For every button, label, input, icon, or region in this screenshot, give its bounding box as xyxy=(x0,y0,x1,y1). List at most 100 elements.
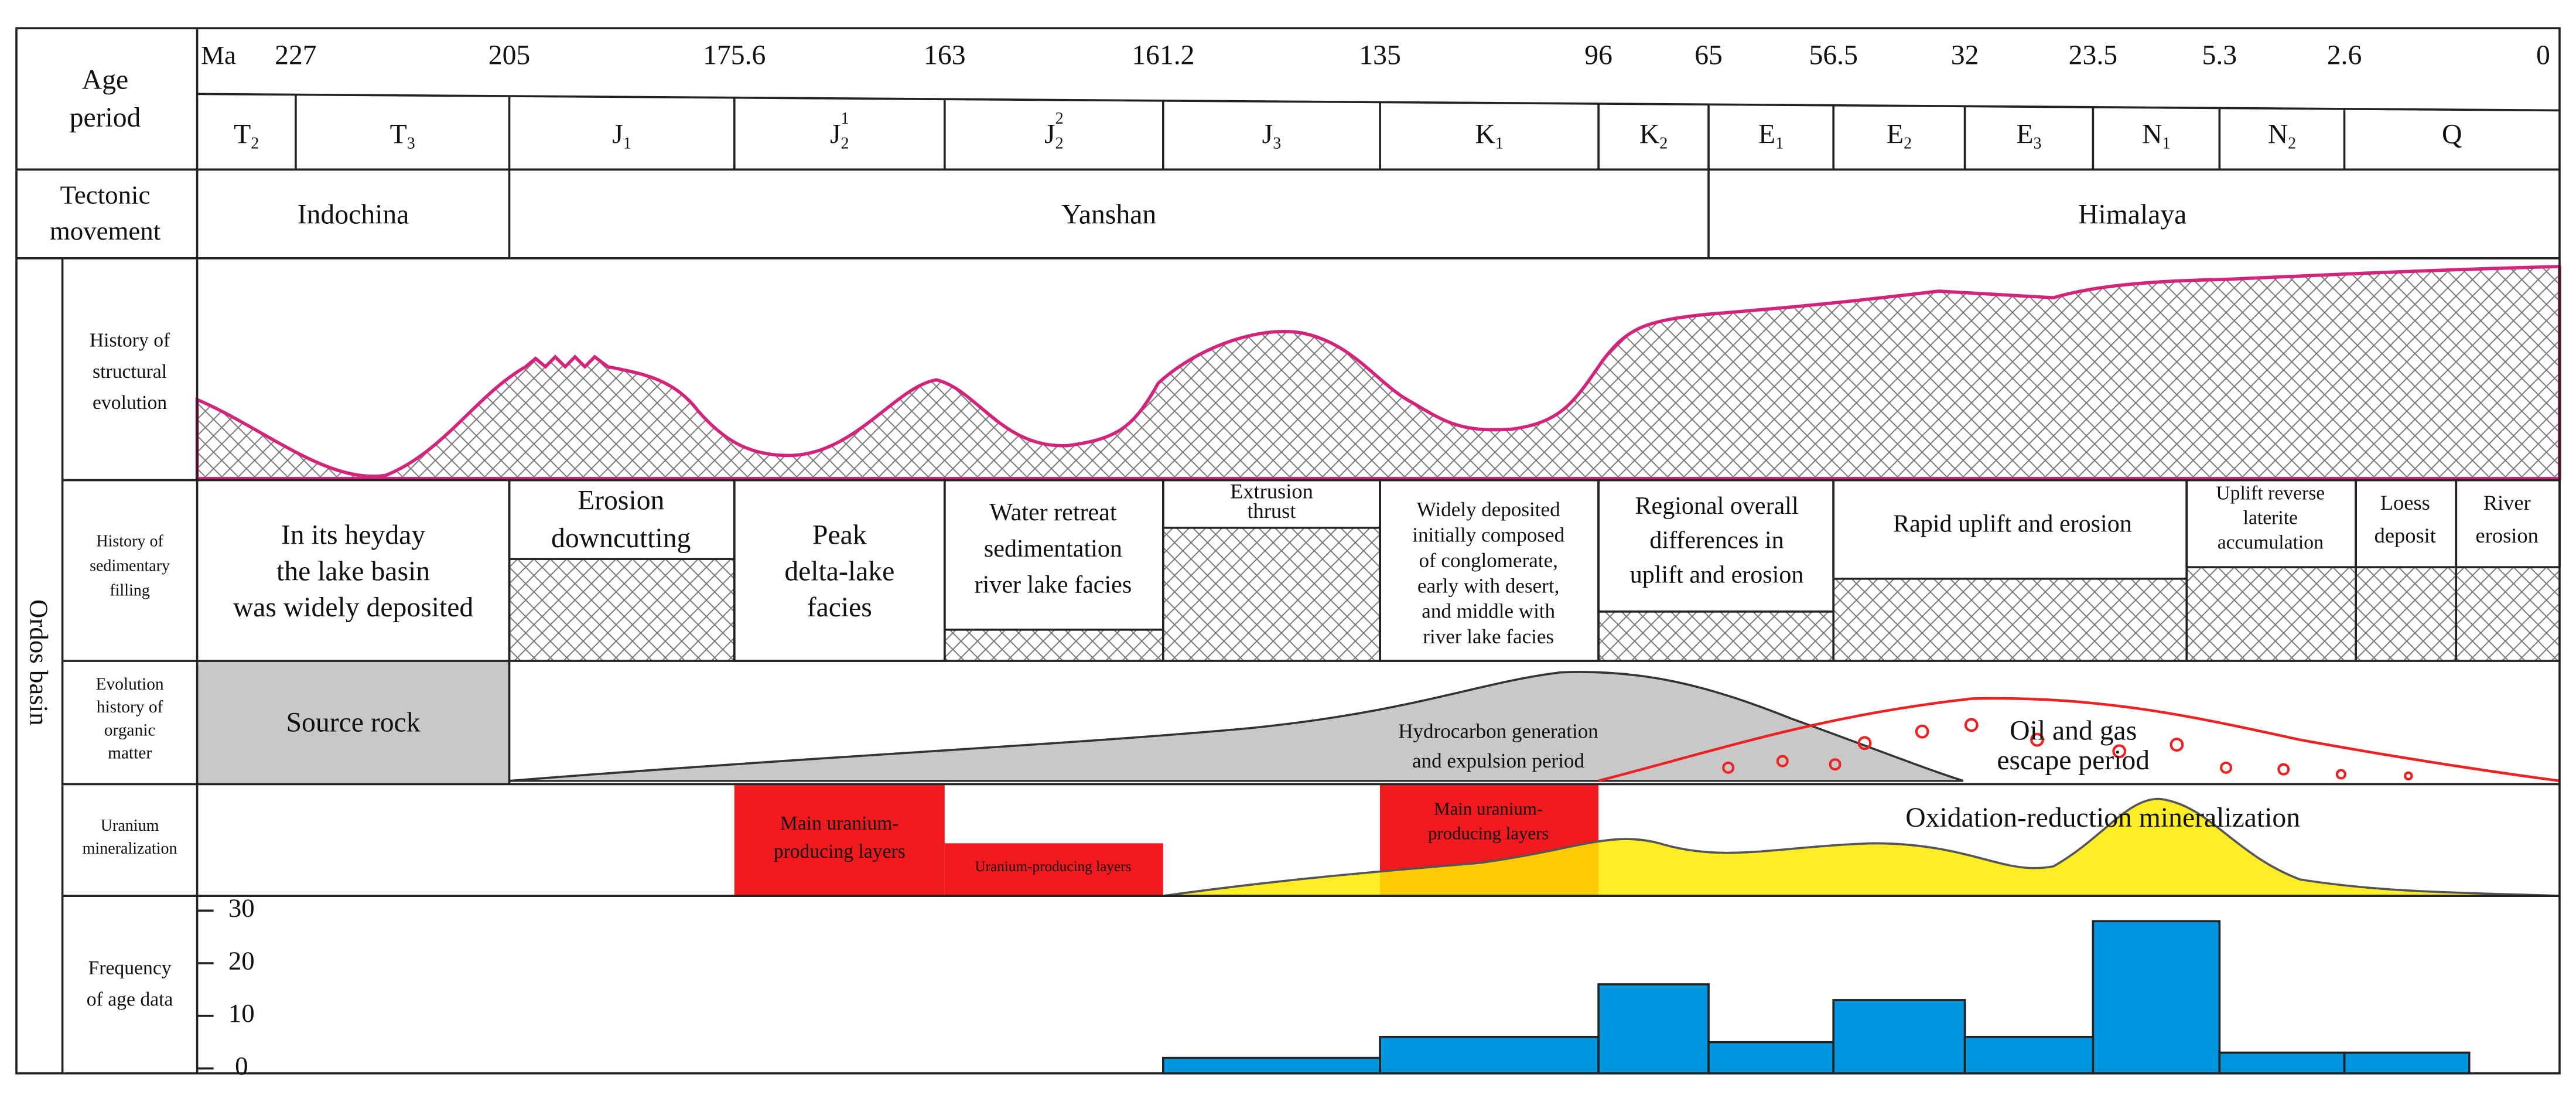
period-sub: 2 xyxy=(1659,135,1668,153)
y-tick-label: 10 xyxy=(228,998,255,1028)
uranium-text: Main uranium- xyxy=(780,813,899,834)
sediment-text: Uplift reverse xyxy=(2216,482,2325,504)
tectonic-label: movement xyxy=(50,216,161,245)
sediment-text: facies xyxy=(807,592,872,623)
age-tick-label: 163 xyxy=(924,40,966,71)
period-label: N2 xyxy=(2268,119,2296,153)
age-tick-label: 23.5 xyxy=(2069,40,2117,71)
period-label: T2 xyxy=(234,119,259,153)
period-sup: 1 xyxy=(841,110,849,128)
sediment-text: Rapid uplift and erosion xyxy=(1893,511,2132,538)
age-tick-label: 175.6 xyxy=(703,40,766,71)
row-label: matter xyxy=(108,744,152,763)
sediment-text: the lake basin xyxy=(276,556,430,586)
uranium-text: Uranium-producing layers xyxy=(975,859,1131,875)
age-tick-label: 96 xyxy=(1584,40,1612,71)
sediment-text: Water retreat xyxy=(989,499,1117,526)
structural-curve xyxy=(195,264,2561,480)
period-label: T3 xyxy=(390,119,415,153)
tectonic-item: Yanshan xyxy=(1061,200,1156,230)
age-tick-label: 161.2 xyxy=(1132,40,1194,71)
generation-text: Hydrocarbon generation xyxy=(1398,719,1598,742)
period-sub: 2 xyxy=(2288,135,2296,153)
period-main: Q xyxy=(2442,119,2462,149)
age-tick-label: 32 xyxy=(1951,40,1979,71)
mineralization-curve xyxy=(1163,797,2560,897)
escape-symbols xyxy=(1722,718,2413,781)
period-sup: 2 xyxy=(1055,110,1064,128)
tectonic-item: Indochina xyxy=(298,200,409,230)
bar xyxy=(1963,1035,2095,1074)
bar xyxy=(2218,1051,2346,1074)
period-main: J xyxy=(830,119,841,149)
period-sub: 2 xyxy=(841,135,849,153)
period-label: K1 xyxy=(1475,119,1503,153)
row-label: organic xyxy=(104,721,156,739)
main-layer-box xyxy=(734,784,945,896)
age-tick-label: 205 xyxy=(488,40,531,71)
period-main: K xyxy=(1475,119,1495,149)
bar xyxy=(2343,1051,2471,1074)
period-sub: 1 xyxy=(623,135,631,153)
bar xyxy=(1597,983,1710,1074)
row-label: filling xyxy=(110,582,150,600)
period-label: E2 xyxy=(1887,119,1912,153)
row-label: Frequency xyxy=(88,957,172,979)
bar xyxy=(1379,1035,1600,1074)
age-tick-label: 135 xyxy=(1359,40,1401,71)
y-tick-label: 0 xyxy=(235,1051,248,1080)
age-tick-label: 65 xyxy=(1694,40,1723,71)
sediment-text: Regional overall xyxy=(1635,493,1798,520)
source-rock-text: Source rock xyxy=(286,707,421,738)
sediment-text: Widely deposited xyxy=(1417,498,1560,521)
row-label: Evolution xyxy=(96,675,164,694)
row-label: History of xyxy=(96,533,163,551)
period-sub: 1 xyxy=(2162,135,2171,153)
period-main: T xyxy=(234,119,251,149)
sediment-text: early with desert, xyxy=(1417,574,1559,597)
sediment-text: River xyxy=(2483,491,2531,514)
sediment-text: of conglomerate, xyxy=(1419,549,1557,572)
sediment-text: differences in xyxy=(1649,527,1784,554)
period-main: E xyxy=(2016,119,2033,149)
row-label: Uranium xyxy=(101,817,159,835)
period-label: Q xyxy=(2442,119,2462,149)
age-tick-label: 0 xyxy=(2536,40,2550,71)
sediment-text: Loess xyxy=(2380,491,2430,514)
period-sub: 3 xyxy=(407,135,415,153)
row-label: History of xyxy=(90,330,170,352)
age-label: period xyxy=(70,103,141,133)
period-sub: 2 xyxy=(1055,135,1064,153)
uranium-text: Oxidation-reduction mineralization xyxy=(1905,803,2300,833)
escape-curve xyxy=(1598,697,2560,783)
uranium-text: Main uranium- xyxy=(1434,799,1543,818)
period-main: N xyxy=(2142,119,2162,149)
age-tick-label: 56.5 xyxy=(1809,40,1857,71)
period-label: E3 xyxy=(2016,119,2041,153)
uranium-text: producing layers xyxy=(1428,823,1549,843)
age-tick-label: 5.3 xyxy=(2202,40,2237,71)
sediment-text: erosion xyxy=(2476,524,2539,547)
period-main: J xyxy=(1044,119,1055,149)
period-main: E xyxy=(1887,119,1904,149)
escape-text: escape period xyxy=(1997,745,2150,776)
y-tick-label: 30 xyxy=(228,893,255,923)
sediment-text: downcutting xyxy=(551,523,691,554)
sediment-text: deposit xyxy=(2375,524,2436,547)
sediment-text: delta-lake xyxy=(784,556,894,586)
uranium-text: producing layers xyxy=(774,841,906,862)
sediment-text: In its heyday xyxy=(281,520,425,551)
period-sub: 3 xyxy=(1273,135,1281,153)
tectonic-item: Himalaya xyxy=(2078,200,2186,230)
row-label: sedimentary xyxy=(90,557,170,575)
period-label: N1 xyxy=(2142,119,2170,153)
row-label: structural xyxy=(93,361,167,383)
period-label: K2 xyxy=(1639,119,1668,153)
row-label: of age data xyxy=(87,988,173,1010)
sediment-text: laterite xyxy=(2243,507,2298,529)
period-main: J xyxy=(612,119,623,149)
period-main: K xyxy=(1639,119,1659,149)
period-main: N xyxy=(2268,119,2288,149)
age-label: Age xyxy=(82,65,128,95)
